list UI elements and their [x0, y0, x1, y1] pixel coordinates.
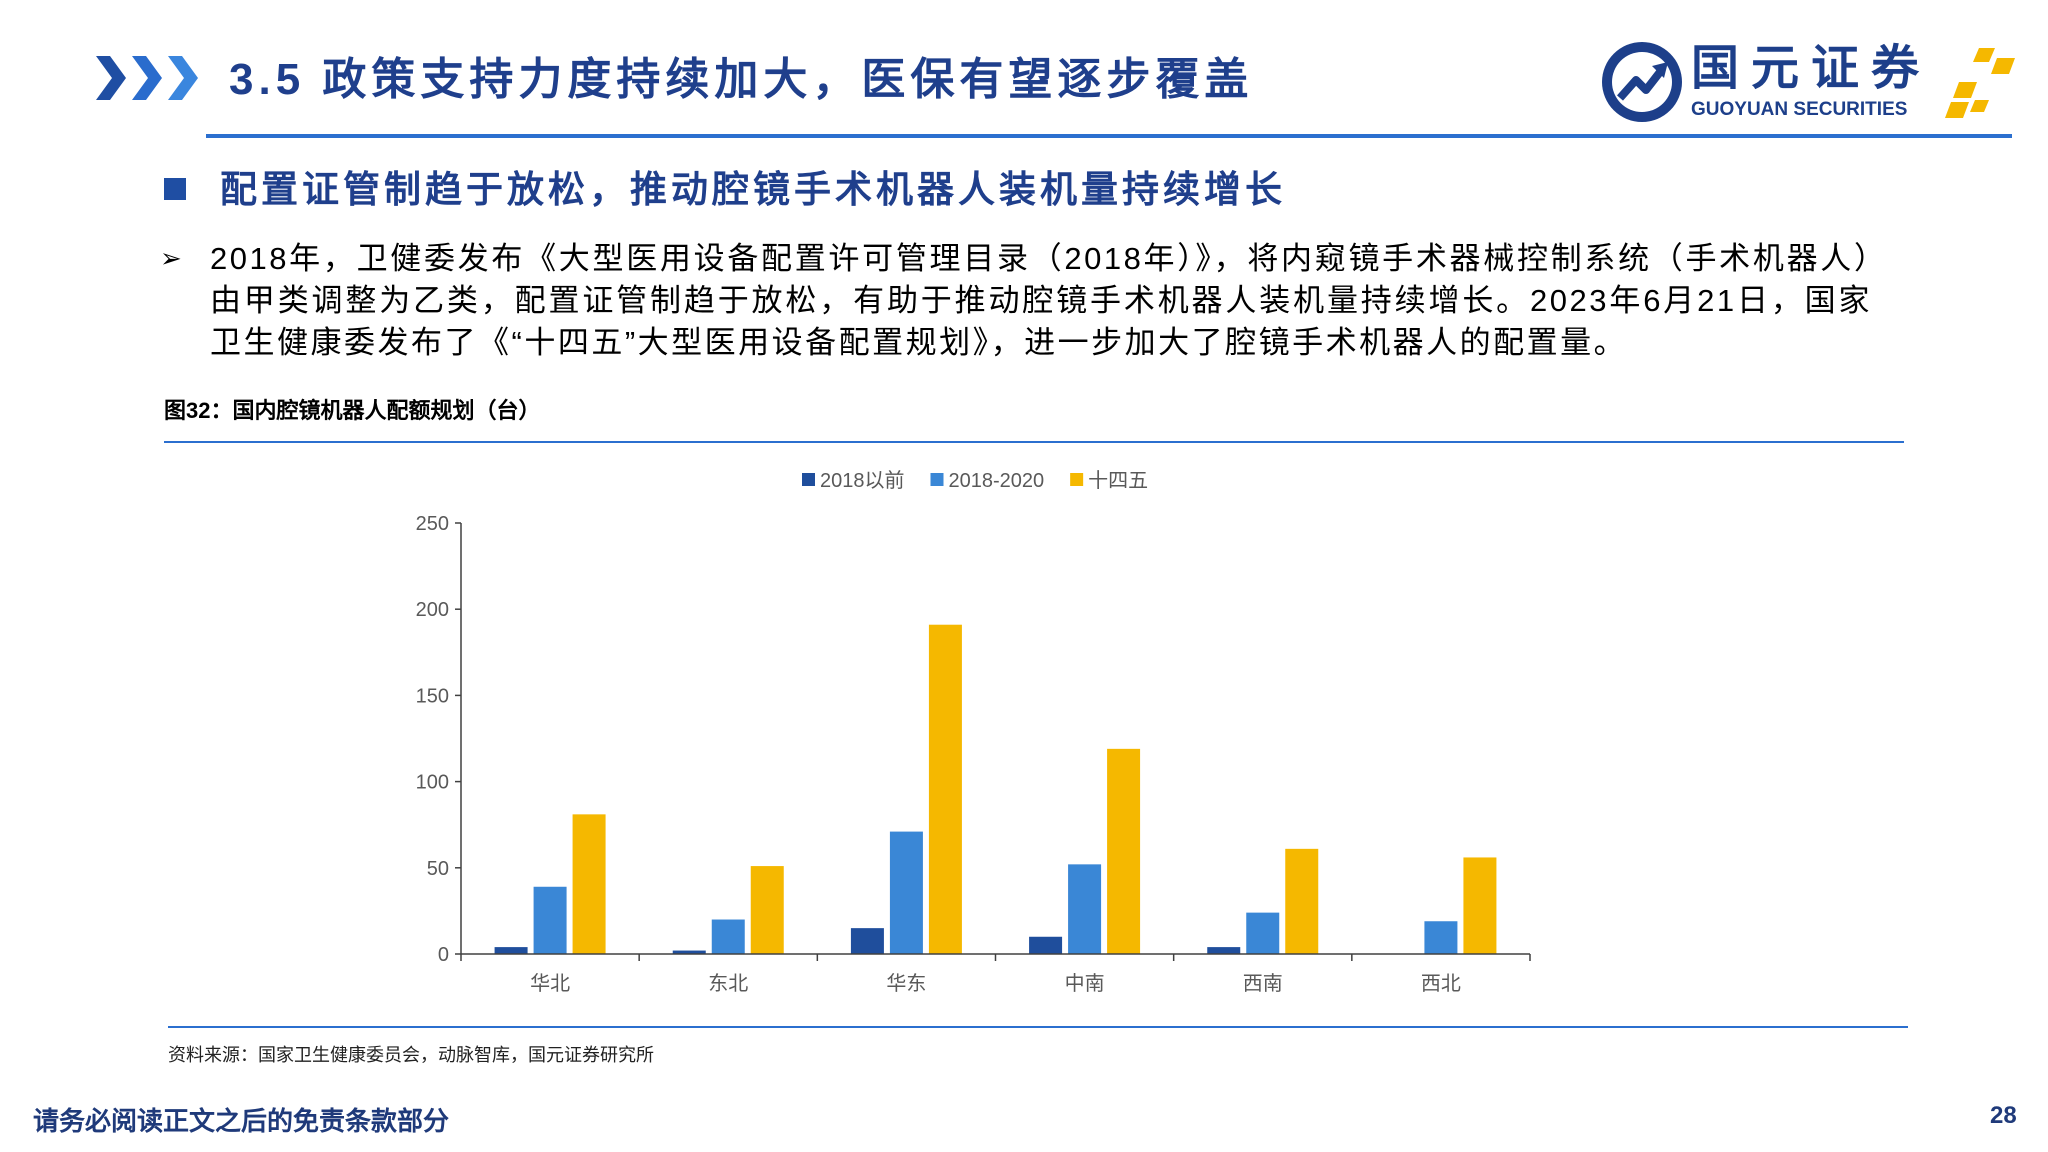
y-tick-label: 150: [416, 685, 449, 707]
bar-1-series-2: [750, 866, 784, 954]
source-divider: [168, 1026, 1908, 1028]
section-heading: 配置证管制趋于放松，推动腔镜手术机器人装机量持续增长: [220, 169, 1286, 210]
footer-disclaimer: 请务必阅读正文之后的免责条款部分: [33, 1106, 450, 1136]
logo-gold-decoration-icon: [1945, 48, 2015, 118]
bar-0-series-0: [494, 947, 528, 954]
bar-5-series-2: [1463, 857, 1497, 954]
bullet-paragraph: 2018年，卫健委发布《大型医用设备配置许可管理目录（2018年）》，将内窥镜手…: [210, 241, 1872, 360]
legend-swatch-2: [1070, 473, 1084, 486]
x-category-label: 中南: [1065, 972, 1105, 995]
logo-emblem-icon: [1602, 42, 1682, 122]
y-tick-label: 100: [416, 772, 449, 794]
section-bullet-square-icon: [164, 178, 186, 200]
x-category-label: 华北: [530, 972, 570, 995]
bar-5-series-1: [1424, 921, 1458, 954]
x-category-label: 华东: [886, 972, 926, 995]
bar-3-series-1: [1068, 864, 1102, 954]
y-tick-label: 200: [416, 599, 449, 621]
company-logo: 国元证券 GUOYUAN SECURITIES: [1600, 38, 2020, 128]
legend-label-2: 十四五: [1088, 469, 1148, 492]
triple-chevron-right-icon: [96, 56, 198, 100]
bar-0-series-2: [572, 814, 606, 954]
page-number: 28: [1990, 1102, 2017, 1129]
bar-chart: 2018以前 2018-2020 十四五 0 50 100 150 200 250 华北 东北 华东 中…: [416, 469, 1531, 995]
logo-text-en: GUOYUAN SECURITIES: [1691, 99, 1908, 120]
legend-label-1: 2018-2020: [949, 470, 1045, 492]
figure-source: 资料来源：国家卫生健康委员会，动脉智库，国元证券研究所: [168, 1045, 654, 1065]
bar-4-series-0: [1207, 947, 1241, 954]
y-tick-label: 0: [438, 944, 449, 966]
x-category-label: 西北: [1421, 972, 1461, 995]
bar-1-series-1: [711, 919, 745, 954]
x-category-label: 东北: [708, 972, 748, 995]
header-divider: [206, 134, 2012, 138]
logo-text-cn: 国元证券: [1691, 40, 1932, 96]
bar-2-series-0: [850, 928, 884, 954]
legend-swatch-0: [802, 473, 815, 486]
bar-4-series-1: [1246, 912, 1280, 954]
caption-divider: [164, 441, 1904, 443]
bar-4-series-2: [1285, 848, 1319, 954]
x-category-label: 西南: [1243, 972, 1283, 995]
legend-label-0: 2018以前: [820, 469, 905, 492]
bar-2-series-2: [928, 624, 962, 954]
bar-0-series-1: [533, 886, 567, 954]
y-tick-label: 250: [416, 513, 449, 535]
bar-2-series-1: [889, 831, 923, 954]
bar-1-series-0: [672, 950, 706, 954]
legend-swatch-1: [930, 473, 944, 486]
figure-caption: 图32：国内腔镜机器人配额规划（台）: [164, 398, 541, 423]
bar-3-series-0: [1029, 936, 1063, 954]
y-tick-label: 50: [427, 858, 449, 880]
page-title: 3.5 政策支持力度持续加大，医保有望逐步覆盖: [229, 55, 1254, 104]
bullet-arrow-icon: ➢: [160, 244, 182, 274]
bar-3-series-2: [1107, 748, 1141, 954]
